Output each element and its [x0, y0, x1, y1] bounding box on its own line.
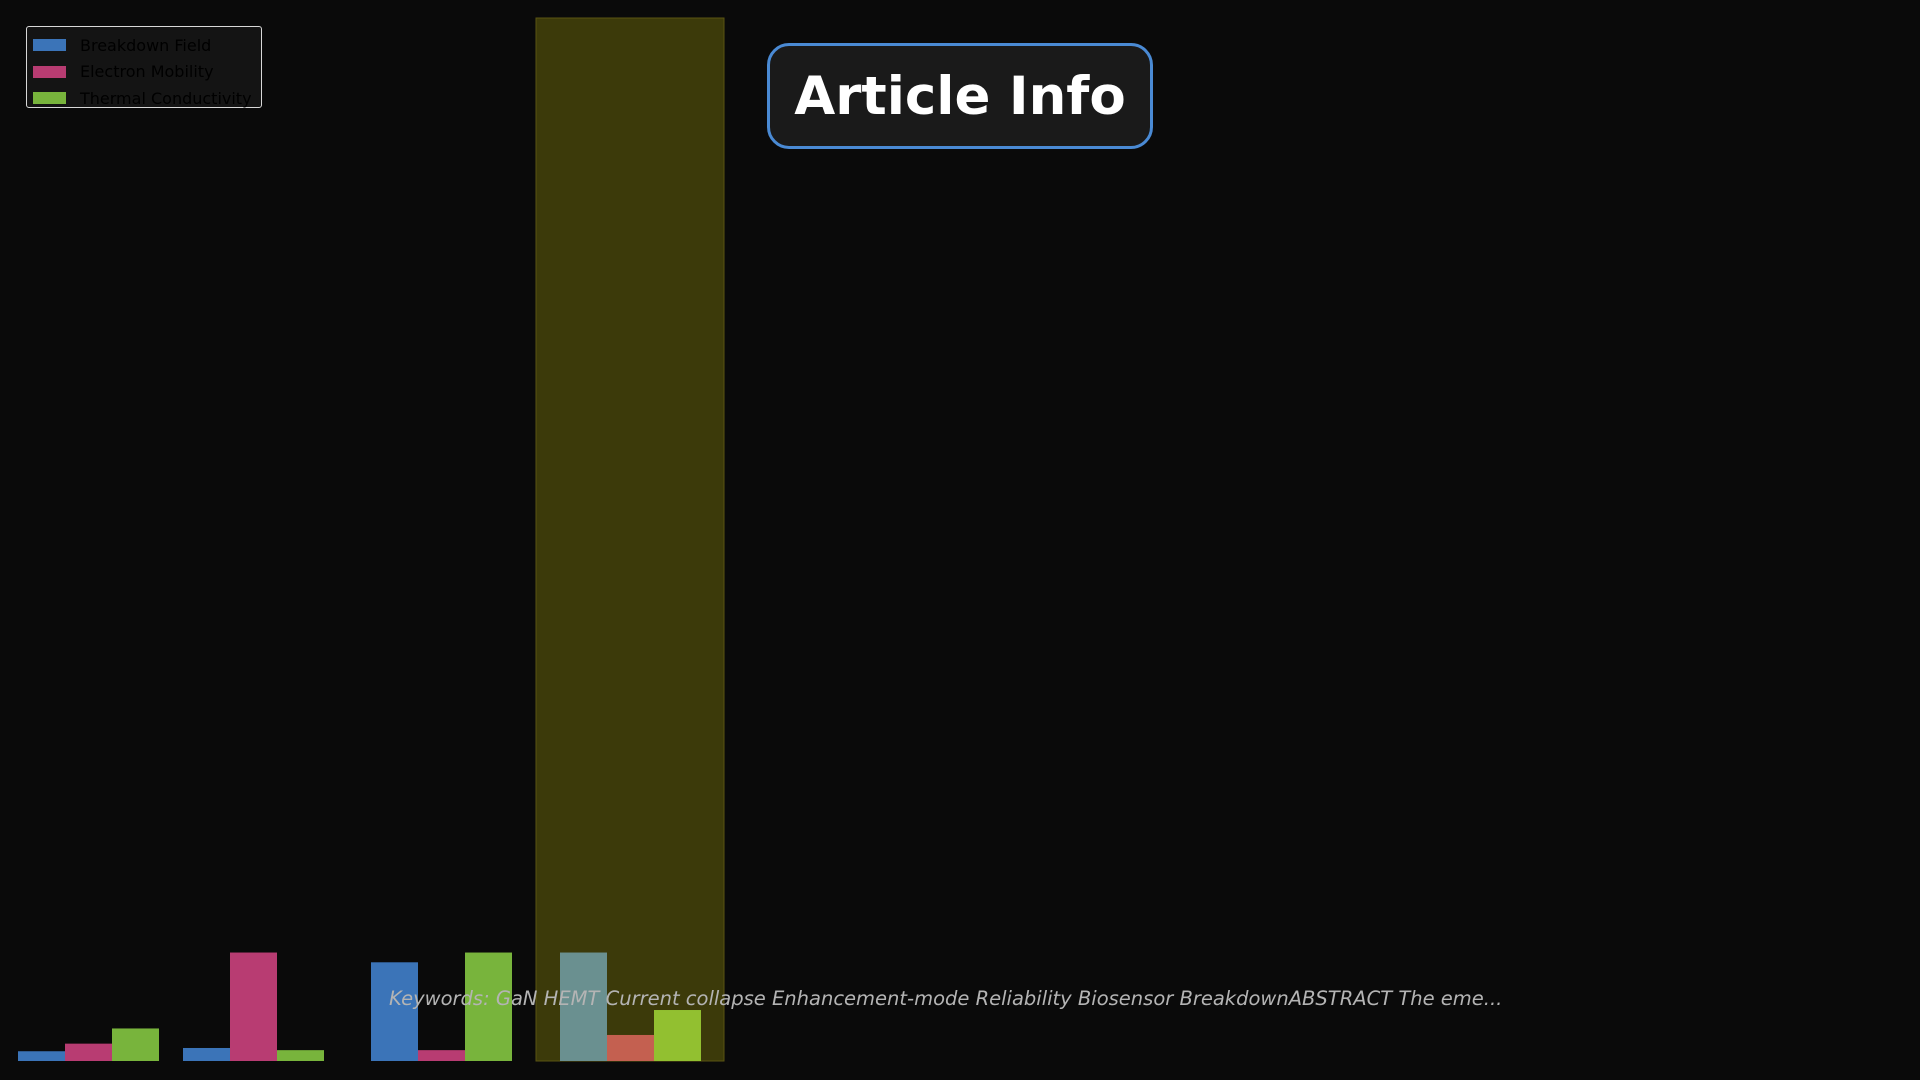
bar-electron-mobility-3 [607, 1034, 654, 1061]
legend-swatch-breakdown-field [33, 39, 66, 52]
bars-layer [18, 952, 701, 1061]
bar-thermal-conductivity-1 [277, 1050, 324, 1061]
legend-label-thermal-conductivity: Thermal Conductivity [80, 88, 252, 108]
bar-breakdown-field-0 [18, 1051, 65, 1061]
bar-thermal-conductivity-3 [654, 1010, 701, 1061]
bar-breakdown-field-2 [371, 962, 418, 1061]
title-box: Article Info [767, 43, 1153, 149]
bar-electron-mobility-0 [65, 1043, 112, 1061]
legend-item-breakdown-field: Breakdown Field [33, 32, 255, 59]
legend-label-breakdown-field: Breakdown Field [80, 35, 212, 55]
legend-item-thermal-conductivity: Thermal Conductivity [33, 85, 255, 112]
bar-thermal-conductivity-2 [465, 952, 512, 1061]
legend-item-electron-mobility: Electron Mobility [33, 59, 255, 86]
bar-breakdown-field-1 [183, 1047, 230, 1061]
bar-breakdown-field-3 [560, 952, 607, 1061]
bar-thermal-conductivity-0 [112, 1028, 159, 1061]
page-title: Article Info [794, 65, 1126, 127]
highlight-layer [535, 17, 725, 1062]
legend-label-electron-mobility: Electron Mobility [80, 62, 214, 82]
legend-swatch-electron-mobility [33, 65, 66, 78]
highlight-band-3 [535, 17, 725, 1062]
legend-swatch-thermal-conductivity [33, 92, 66, 105]
chart-legend: Breakdown Field Electron Mobility Therma… [26, 26, 262, 108]
bar-electron-mobility-2 [418, 1050, 465, 1061]
bar-electron-mobility-1 [230, 952, 277, 1061]
keywords-text: Keywords: GaN HEMT Current collapse Enha… [389, 987, 1503, 1010]
